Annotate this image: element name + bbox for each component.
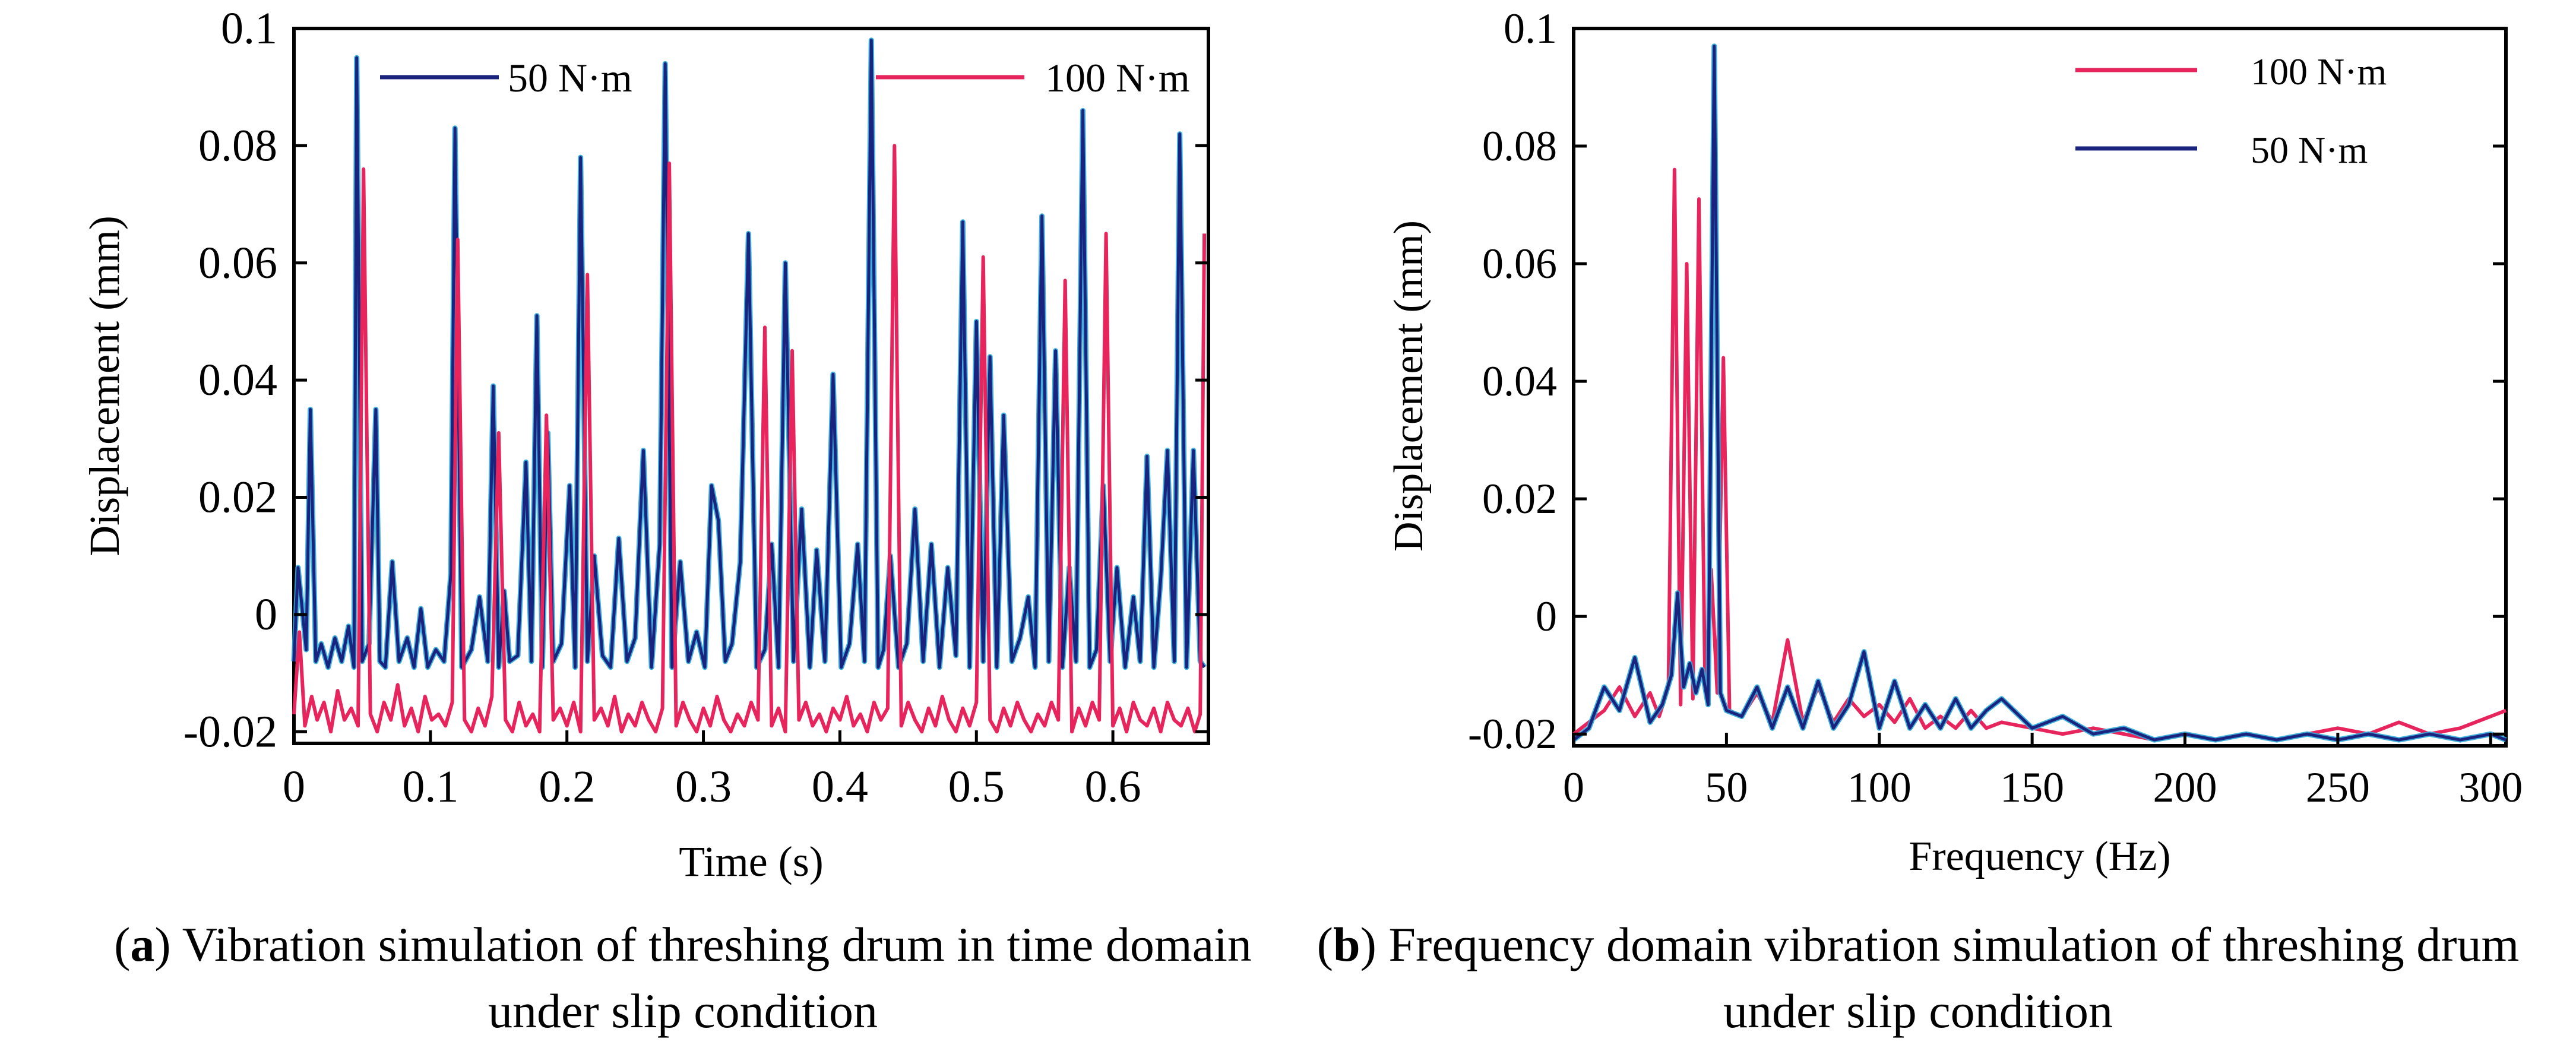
- series-line-50-N-m: [1572, 45, 2507, 742]
- panel-a-time-domain-chart: 0.10.080.060.040.020-0.020 0.1 0.2 0.3 0.4 0.…: [81, 4, 1210, 885]
- y-tick-label: 0.04: [198, 355, 277, 405]
- y-tick-label: -0.02: [1468, 710, 1557, 758]
- y-tick-label: 0.1: [221, 4, 277, 53]
- y-tick-label: 0.08: [1482, 122, 1557, 170]
- legend-label: 100 N·m: [2251, 50, 2387, 93]
- x-tick-label: 200: [2153, 764, 2217, 811]
- x-tick-label: 0.2: [539, 762, 595, 812]
- y-tick-label: 0.06: [1482, 240, 1557, 287]
- y-tick-label: 0.02: [198, 473, 277, 523]
- legend-label: 50 N·m: [2251, 129, 2368, 171]
- y-tick-label: -0.02: [183, 707, 277, 756]
- caption-b-text: Frequency domain vibration simulation of…: [1388, 917, 2520, 1038]
- caption-a-text: Vibration simulation of threshing drum i…: [182, 917, 1252, 1038]
- y-axis-label: Displacement (mm): [81, 216, 128, 556]
- caption-panel-b: (b) Frequency domain vibration simulatio…: [1317, 917, 2520, 1038]
- x-tick-label: 250: [2306, 764, 2370, 811]
- plot-frame: [292, 27, 1210, 745]
- x-tick-label: 50: [1705, 764, 1748, 811]
- x-tick-label: 0.6: [1085, 762, 1141, 812]
- y-tick-label: 0.06: [198, 238, 277, 288]
- y-axis-label: Displacement (mm): [1386, 220, 1432, 552]
- series-line-100-N-m: [292, 144, 1207, 734]
- x-axis-label: Time (s): [679, 838, 823, 885]
- legend-label: 100 N·m: [1045, 55, 1190, 100]
- x-axis-label: Frequency (Hz): [1909, 834, 2170, 879]
- x-tick-label: 0.5: [948, 762, 1005, 812]
- legend-label: 50 N·m: [508, 55, 632, 100]
- y-tick-label: 0.08: [198, 121, 277, 170]
- plot-frame: [1572, 27, 2508, 748]
- x-tick-label: 0.4: [812, 762, 868, 812]
- y-tick-label: 0.04: [1482, 357, 1557, 405]
- x-tick-label: 300: [2458, 764, 2523, 811]
- caption-panel-a: (a) Vibration simulation of threshing dr…: [114, 917, 1252, 1038]
- y-tick-label: 0: [255, 590, 277, 640]
- series-line-50-N-m: [292, 39, 1206, 669]
- x-tick-label: 0.3: [675, 762, 732, 812]
- panel-b-frequency-domain-chart: 0.10.080.060.040.020-0.020 50 100 150 200 250…: [1386, 5, 2523, 879]
- x-tick-label: 150: [2000, 764, 2064, 811]
- y-tick-label: 0.1: [1504, 5, 1557, 52]
- y-tick-label: 0.02: [1482, 475, 1557, 523]
- x-tick-label: 0: [283, 762, 305, 812]
- x-tick-label: 0.1: [402, 762, 458, 812]
- x-tick-label: 100: [1847, 764, 1912, 811]
- y-tick-label: 0: [1536, 593, 1557, 640]
- x-tick-label: 0: [1563, 764, 1584, 811]
- caption-a-letter: a: [130, 917, 155, 971]
- caption-b-letter: b: [1333, 917, 1360, 971]
